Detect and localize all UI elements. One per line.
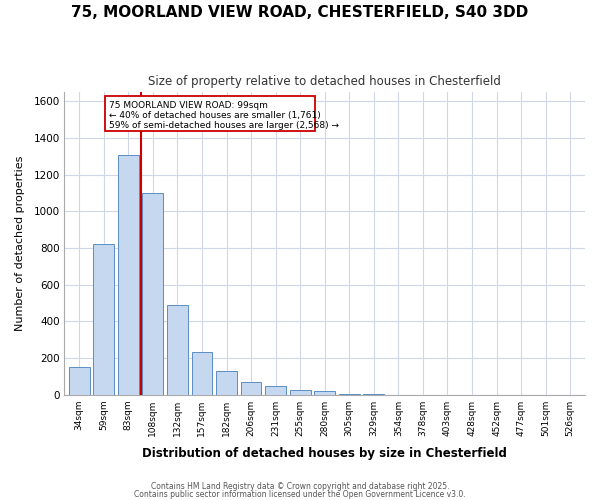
X-axis label: Distribution of detached houses by size in Chesterfield: Distribution of detached houses by size … xyxy=(142,447,507,460)
Bar xyxy=(216,371,237,394)
Bar xyxy=(265,386,286,394)
Bar xyxy=(191,352,212,395)
Bar xyxy=(118,155,139,394)
Bar xyxy=(69,367,89,394)
Text: ← 40% of detached houses are smaller (1,761): ← 40% of detached houses are smaller (1,… xyxy=(109,111,320,120)
Text: Contains HM Land Registry data © Crown copyright and database right 2025.: Contains HM Land Registry data © Crown c… xyxy=(151,482,449,491)
FancyBboxPatch shape xyxy=(105,96,315,132)
Bar xyxy=(241,382,262,394)
Text: Contains public sector information licensed under the Open Government Licence v3: Contains public sector information licen… xyxy=(134,490,466,499)
Bar xyxy=(93,244,114,394)
Bar xyxy=(290,390,311,394)
Text: 59% of semi-detached houses are larger (2,568) →: 59% of semi-detached houses are larger (… xyxy=(109,122,338,130)
Text: 75, MOORLAND VIEW ROAD, CHESTERFIELD, S40 3DD: 75, MOORLAND VIEW ROAD, CHESTERFIELD, S4… xyxy=(71,5,529,20)
Bar xyxy=(314,391,335,394)
Title: Size of property relative to detached houses in Chesterfield: Size of property relative to detached ho… xyxy=(148,75,501,88)
Text: 75 MOORLAND VIEW ROAD: 99sqm: 75 MOORLAND VIEW ROAD: 99sqm xyxy=(109,101,268,110)
Bar xyxy=(142,193,163,394)
Bar xyxy=(167,305,188,394)
Y-axis label: Number of detached properties: Number of detached properties xyxy=(15,156,25,331)
